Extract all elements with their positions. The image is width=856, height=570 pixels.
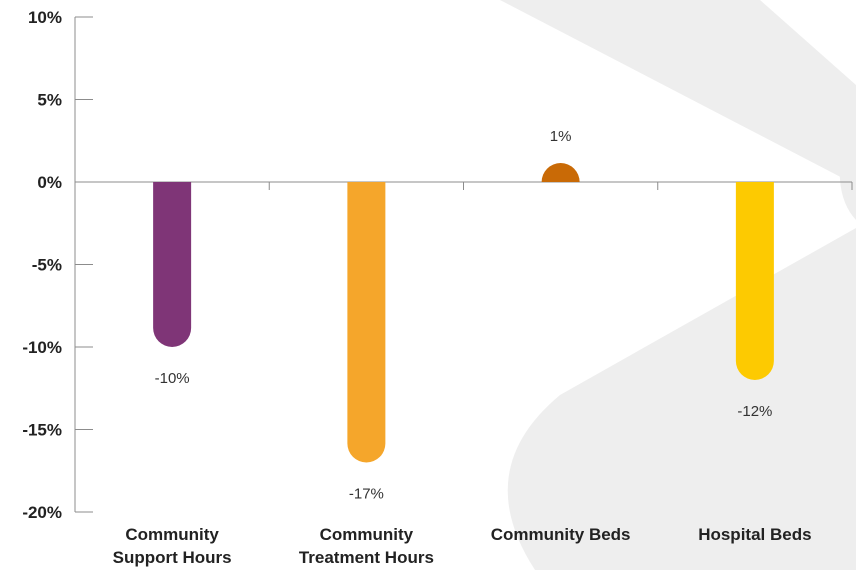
bar-value-label: -17% bbox=[349, 486, 384, 503]
bar bbox=[347, 182, 386, 463]
bar-value-label: -10% bbox=[155, 370, 190, 387]
category-label: Treatment Hours bbox=[299, 548, 434, 567]
y-tick-label: -15% bbox=[22, 421, 62, 440]
category-label: Community bbox=[125, 525, 219, 544]
y-tick-label: -5% bbox=[32, 256, 62, 275]
y-tick-label: -20% bbox=[22, 503, 62, 522]
bar bbox=[153, 182, 192, 348]
bar-value-label: 1% bbox=[550, 128, 572, 145]
background-watermark bbox=[500, 0, 856, 570]
y-tick-label: -10% bbox=[22, 338, 62, 357]
background-stripe-lower bbox=[507, 228, 856, 570]
bar-value-label: -12% bbox=[737, 403, 772, 420]
y-tick-label: 5% bbox=[37, 91, 62, 110]
category-label: Community Beds bbox=[491, 525, 631, 544]
y-tick-label: 10% bbox=[28, 8, 62, 27]
category-label: Hospital Beds bbox=[698, 525, 811, 544]
bar bbox=[735, 182, 774, 380]
background-arc bbox=[839, 125, 856, 220]
category-labels: Community Support Hours Community Treatment… bbox=[113, 525, 812, 567]
y-tick-labels: 10% 5% 0% -5% -10% -15% -20% bbox=[22, 8, 62, 522]
chart-axes bbox=[74, 16, 853, 513]
category-label: Support Hours bbox=[113, 548, 232, 567]
bars bbox=[153, 163, 774, 463]
y-tick-label: 0% bbox=[37, 173, 62, 192]
bar bbox=[541, 163, 580, 182]
category-label: Community bbox=[320, 525, 414, 544]
background-stripe-upper bbox=[500, 0, 856, 185]
data-labels: -10% -17% 1% -12% bbox=[155, 128, 773, 503]
